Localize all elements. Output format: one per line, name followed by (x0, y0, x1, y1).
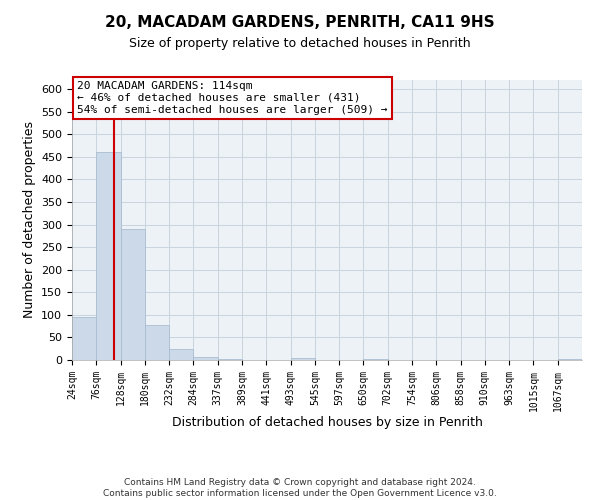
Bar (290, 358, 315, 360)
Bar (72, 317, 96, 360)
Text: 20 MACADAM GARDENS: 114sqm
← 46% of detached houses are smaller (431)
54% of sem: 20 MACADAM GARDENS: 114sqm ← 46% of deta… (77, 82, 388, 114)
Text: Size of property relative to detached houses in Penrith: Size of property relative to detached ho… (129, 38, 471, 51)
Text: Contains HM Land Registry data © Crown copyright and database right 2024.
Contai: Contains HM Land Registry data © Crown c… (103, 478, 497, 498)
Bar (193, 357, 218, 360)
Bar (96, 152, 121, 360)
Bar (169, 348, 193, 360)
X-axis label: Distribution of detached houses by size in Penrith: Distribution of detached houses by size … (172, 416, 482, 430)
Bar (218, 359, 242, 360)
Bar (364, 359, 388, 360)
Text: 20, MACADAM GARDENS, PENRITH, CA11 9HS: 20, MACADAM GARDENS, PENRITH, CA11 9HS (105, 15, 495, 30)
Bar (558, 359, 582, 360)
Bar (145, 325, 169, 360)
Bar (121, 229, 145, 360)
Y-axis label: Number of detached properties: Number of detached properties (23, 122, 35, 318)
